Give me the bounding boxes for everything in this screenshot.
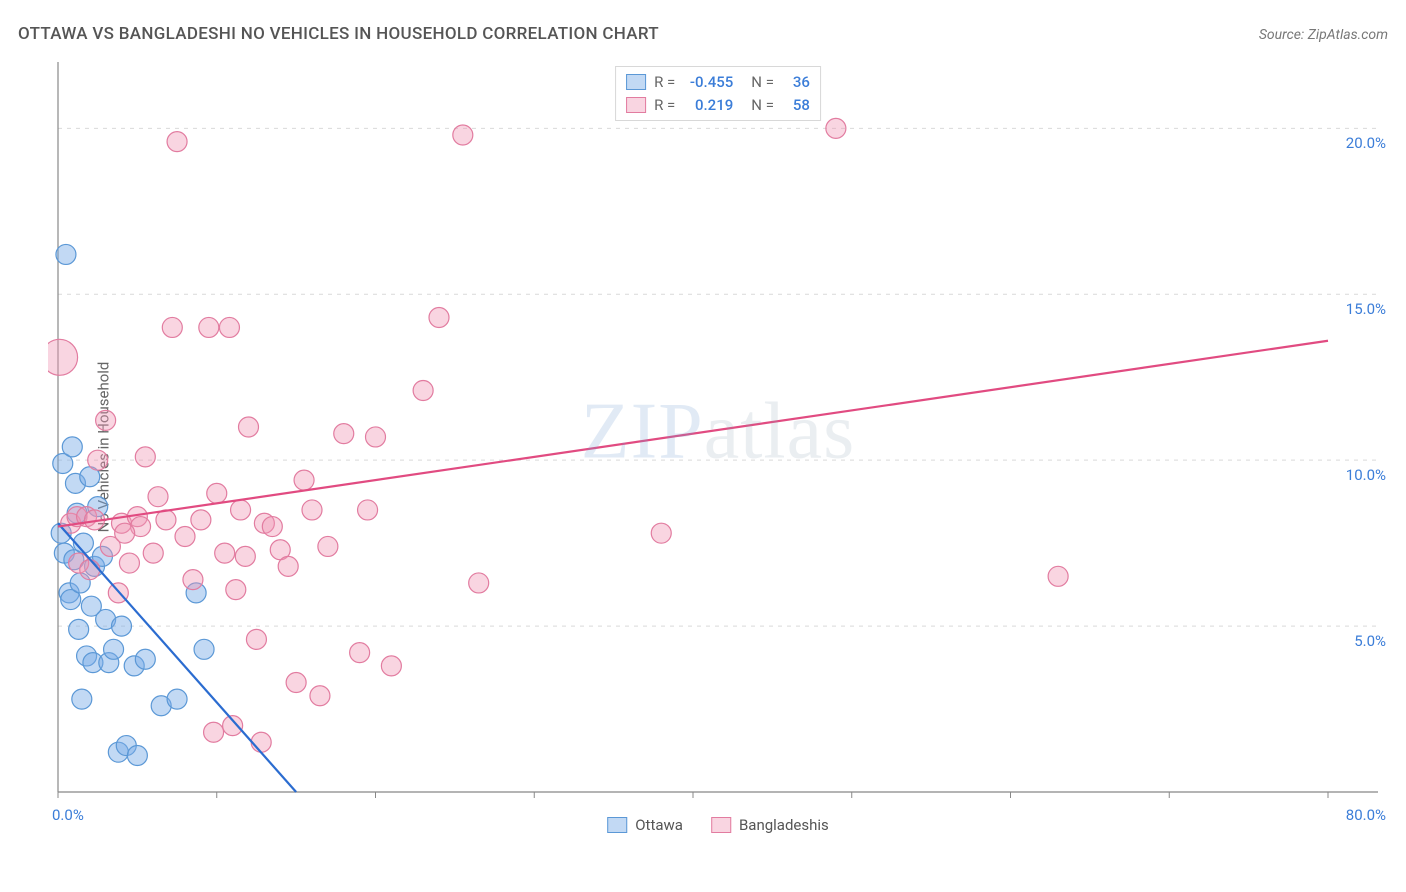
legend-item: Bangladeshis	[711, 816, 829, 834]
legend-label: Bangladeshis	[739, 816, 829, 834]
chart-area: No Vehicles in Household ZIPatlas R =-0.…	[48, 62, 1388, 832]
x-tick-label: 80.0%	[1346, 806, 1386, 824]
legend-item: Ottawa	[607, 816, 683, 834]
legend-swatch	[626, 74, 646, 90]
stats-legend: R = -0.455 N = 36 R = 0.219 N = 58	[615, 66, 821, 121]
stats-row: R = -0.455 N = 36	[626, 71, 810, 94]
source-attribution: Source: ZipAtlas.com	[1259, 27, 1388, 43]
r-value: -0.455	[683, 71, 733, 94]
n-value: 36	[782, 71, 810, 94]
n-value: 58	[782, 94, 810, 117]
scatter-plot	[48, 62, 1388, 832]
stats-row: R = 0.219 N = 58	[626, 94, 810, 117]
n-label: N =	[751, 71, 774, 94]
title-bar: OTTAWA VS BANGLADESHI NO VEHICLES IN HOU…	[18, 24, 1388, 44]
bottom-legend: Ottawa Bangladeshis	[607, 816, 829, 834]
legend-swatch	[711, 817, 731, 833]
n-label: N =	[751, 94, 774, 117]
y-tick-label: 15.0%	[1346, 300, 1386, 318]
legend-swatch	[626, 97, 646, 113]
r-label: R =	[654, 71, 675, 94]
r-value: 0.219	[683, 94, 733, 117]
source-value: ZipAtlas.com	[1308, 27, 1388, 43]
legend-swatch	[607, 817, 627, 833]
source-label: Source:	[1259, 27, 1304, 43]
y-tick-label: 10.0%	[1346, 466, 1386, 484]
y-tick-label: 20.0%	[1346, 134, 1386, 152]
r-label: R =	[654, 94, 675, 117]
x-tick-label: 0.0%	[52, 806, 84, 824]
y-tick-label: 5.0%	[1354, 632, 1386, 650]
legend-label: Ottawa	[635, 816, 683, 834]
chart-title: OTTAWA VS BANGLADESHI NO VEHICLES IN HOU…	[18, 24, 659, 44]
